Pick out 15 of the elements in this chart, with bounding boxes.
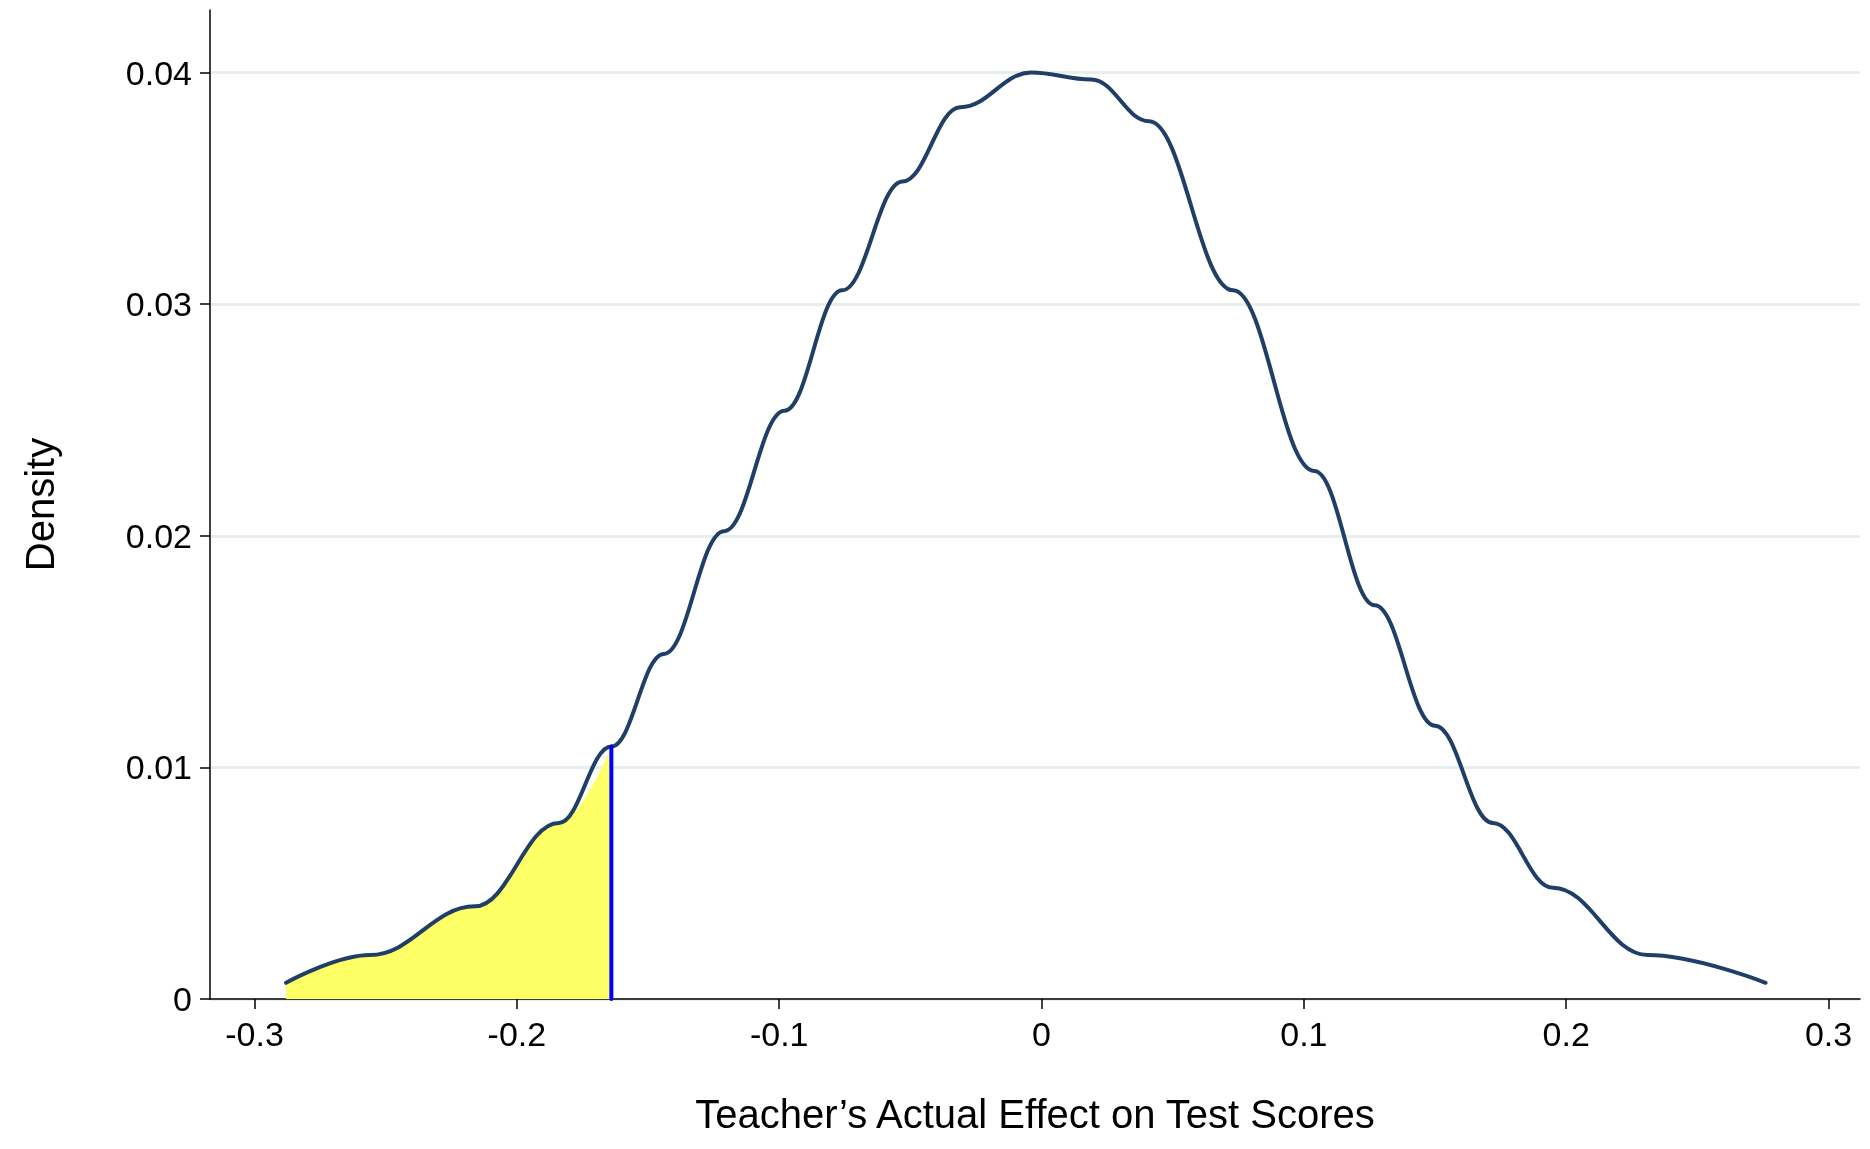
- x-tick-label: 0.3: [1804, 1015, 1853, 1053]
- x-tick-label: -0.2: [487, 1015, 547, 1053]
- y-tick-label: 0.04: [125, 53, 192, 92]
- x-tick-label: 0.2: [1542, 1015, 1590, 1053]
- y-tick-label: 0.03: [125, 285, 192, 324]
- y-tick-label: 0.02: [125, 516, 192, 555]
- x-tick-label: -0.3: [225, 1015, 284, 1053]
- x-axis-title: Teacher’s Actual Effect on Test Scores: [695, 1092, 1375, 1136]
- x-tick-label: 0: [1032, 1015, 1052, 1053]
- x-tick-label: -0.1: [749, 1015, 809, 1053]
- y-tick-label: 0: [173, 980, 192, 1018]
- x-tick-label: 0.1: [1280, 1015, 1328, 1053]
- line-series: [284, 70, 1768, 985]
- y-axis-title: Density: [18, 437, 62, 572]
- y-tick-label: 0.01: [125, 748, 192, 787]
